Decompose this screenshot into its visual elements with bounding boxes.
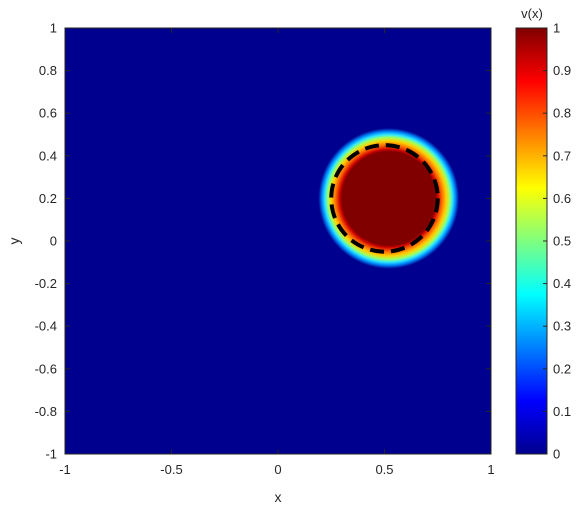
y-tick-label: 0: [50, 234, 57, 249]
colorbar-tick-label: 0.2: [553, 361, 571, 376]
x-axis-label: x: [275, 489, 282, 505]
y-tick-label: -0.6: [35, 361, 57, 376]
y-tick-label: 1: [50, 21, 57, 36]
x-tick-label: 0.5: [375, 462, 393, 477]
colorbar-tick-label: 0.5: [553, 234, 571, 249]
colorbar-tick-label: 0.4: [553, 276, 571, 291]
colorbar-tick-label: 0.7: [553, 148, 571, 163]
y-tick-label: 0.8: [39, 63, 57, 78]
colorbar-label: v(x): [521, 6, 543, 21]
colorbar-ticks: 1 0.9 0.8 0.7 0.6 0.5 0.4 0.3 0.2 0.1 0: [543, 21, 571, 462]
y-tick-label: 0.2: [39, 191, 57, 206]
y-tick-label: 0.6: [39, 106, 57, 121]
x-tick-label: -0.5: [160, 462, 182, 477]
colorbar: v(x) 1 0.9 0.8 0.7 0.6 0.5 0.4 0.3 0.2 0.1 0: [515, 6, 571, 462]
colorbar-tick-label: 1: [553, 21, 560, 36]
x-tick-label: 1: [487, 462, 494, 477]
colorbar-tick-label: 0.9: [553, 63, 571, 78]
colorbar-tick-label: 0: [553, 447, 560, 462]
x-tick-label: -1: [59, 462, 71, 477]
y-axis-ticks: 1 0.8 0.6 0.4 0.2 0 -0.2 -0.4 -0.6 -0.8 -1: [35, 21, 491, 462]
colorbar-tick-label: 0.1: [553, 404, 571, 419]
colorbar-tick-label: 0.6: [553, 191, 571, 206]
y-tick-label: -0.4: [35, 319, 57, 334]
x-axis-ticks: -1 -0.5 0 0.5 1: [59, 28, 495, 477]
colorbar-gradient: [515, 27, 548, 455]
y-axis-label: y: [6, 238, 22, 245]
dashed-circle-overlay: [329, 143, 440, 254]
x-tick-label: 0: [274, 462, 281, 477]
y-tick-label: -0.2: [35, 276, 57, 291]
colorbar-tick-label: 0.3: [553, 319, 571, 334]
y-tick-label: 0.4: [39, 148, 57, 163]
y-tick-label: -1: [45, 447, 57, 462]
colorbar-tick-label: 0.8: [553, 106, 571, 121]
plot-area: [64, 27, 492, 455]
y-tick-label: -0.8: [35, 404, 57, 419]
